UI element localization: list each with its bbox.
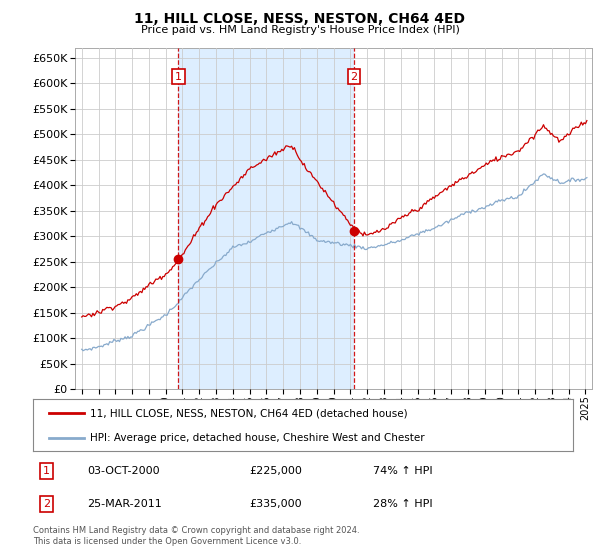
Text: 2: 2 (350, 72, 358, 82)
Bar (178, 48, 354, 389)
Text: 03-OCT-2000: 03-OCT-2000 (87, 466, 160, 476)
Text: 2: 2 (43, 499, 50, 509)
Text: £225,000: £225,000 (249, 466, 302, 476)
Text: 28% ↑ HPI: 28% ↑ HPI (373, 499, 433, 509)
Text: 1: 1 (43, 466, 50, 476)
Text: Contains HM Land Registry data © Crown copyright and database right 2024.
This d: Contains HM Land Registry data © Crown c… (33, 526, 359, 546)
Text: 74% ↑ HPI: 74% ↑ HPI (373, 466, 433, 476)
Text: £335,000: £335,000 (249, 499, 302, 509)
Text: 11, HILL CLOSE, NESS, NESTON, CH64 4ED (detached house): 11, HILL CLOSE, NESS, NESTON, CH64 4ED (… (90, 408, 407, 418)
Text: 1: 1 (175, 72, 182, 82)
Text: Price paid vs. HM Land Registry's House Price Index (HPI): Price paid vs. HM Land Registry's House … (140, 25, 460, 35)
Text: 25-MAR-2011: 25-MAR-2011 (87, 499, 162, 509)
Text: 11, HILL CLOSE, NESS, NESTON, CH64 4ED: 11, HILL CLOSE, NESS, NESTON, CH64 4ED (134, 12, 466, 26)
Text: HPI: Average price, detached house, Cheshire West and Chester: HPI: Average price, detached house, Ches… (90, 433, 424, 443)
